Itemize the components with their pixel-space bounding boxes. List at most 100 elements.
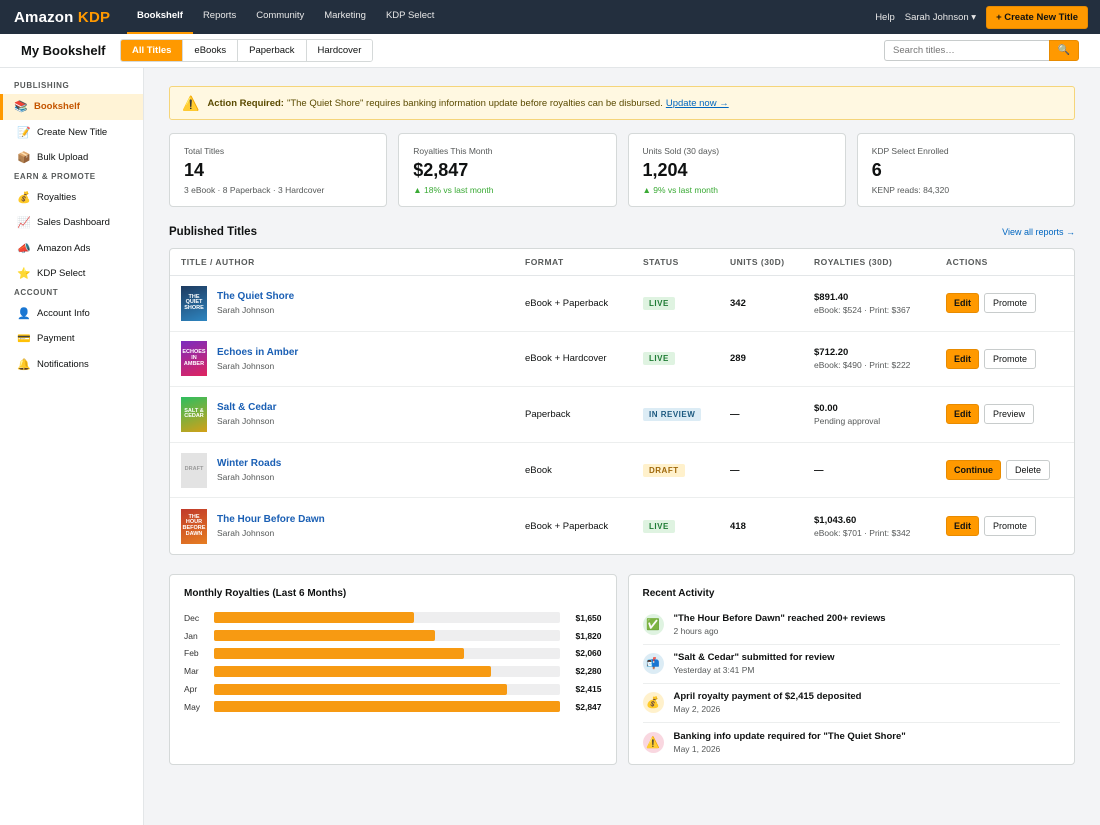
book-title-link[interactable]: The Hour Before Dawn [217, 514, 325, 526]
create-new-title-button[interactable]: + Create New Title [986, 5, 1088, 29]
promote-button[interactable]: Promote [984, 516, 1037, 537]
main-nav: Bookshelf Reports Community Marketing KD… [127, 0, 444, 34]
sidebar-item-bookshelf[interactable]: 📚 Bookshelf [0, 94, 143, 120]
stat-value: 1,204 [642, 160, 688, 180]
help-link[interactable]: Help [875, 11, 895, 23]
col-format: FORMAT [525, 257, 564, 267]
tab-all-titles[interactable]: All Titles [121, 40, 184, 61]
stat-label: Total Titles [184, 146, 225, 156]
stats-row: Total Titles 14 3 eBook · 8 Paperback · 3 … [169, 133, 1075, 207]
kdp-logo[interactable]: Amazon KDP [14, 9, 127, 26]
user-menu[interactable]: Sarah Johnson ▾ [904, 11, 977, 23]
bar-row-feb: Feb $2,060 [184, 645, 602, 663]
nav-marketing[interactable]: Marketing [324, 10, 366, 21]
alert-text: "The Quiet Shore" requires banking infor… [286, 97, 663, 109]
book-title-link[interactable]: The Quiet Shore [217, 291, 295, 303]
activity-text: "The Hour Before Dawn" reached 200+ revi… [674, 613, 886, 636]
book-cover[interactable]: THE QUIET SHORE [181, 285, 207, 321]
bar-category-label: Apr [184, 684, 198, 695]
update-now-link[interactable]: Update now → [665, 97, 729, 109]
sidebar-item-bulk-upload[interactable]: 📦 Bulk Upload [0, 145, 143, 171]
nav-reports[interactable]: Reports [202, 10, 237, 21]
bulk-upload-icon: 📦 [17, 152, 31, 165]
book-cover[interactable]: SALT & CEDAR [181, 396, 207, 432]
stat-label: Units Sold (30 days) [642, 146, 720, 156]
promote-button[interactable]: Promote [984, 293, 1037, 314]
sidebar-item-kdp-select[interactable]: ⭐ KDP Select [0, 261, 143, 287]
activity-item[interactable]: 💰 April royalty payment of $2,415 deposit… [642, 684, 1060, 723]
units-cell: 342 [730, 297, 746, 309]
book-title-link[interactable]: Echoes in Amber [217, 346, 299, 358]
activity-item[interactable]: ⚠️ Banking info update required for "The … [642, 723, 1061, 762]
col-status: STATUS [643, 257, 679, 267]
royalties-cell: $891.40 eBook: $524 · Print: $367 [814, 292, 946, 315]
delete-button[interactable]: Delete [1006, 460, 1051, 481]
activity-title: April royalty payment of $2,415 deposite… [673, 691, 862, 703]
book-author: Sarah Johnson [217, 416, 275, 427]
sidebar-item-payment[interactable]: 💳 Payment [0, 326, 143, 352]
bar-row-dec: Dec $1,650 [184, 609, 602, 627]
bar-category-label: Dec [184, 612, 200, 623]
promote-button[interactable]: Promote [984, 348, 1037, 369]
stat-subtext: ▲ 18% vs last month [413, 185, 494, 195]
status-badge: LIVE [643, 519, 675, 533]
format-cell: eBook + Hardcover [525, 353, 607, 365]
stat-subtext: KENP reads: 84,320 [871, 185, 950, 195]
book-cover[interactable]: THE HOUR BEFORE DAWN [181, 508, 207, 544]
sidebar-item-amazon-ads[interactable]: 📣 Amazon Ads [0, 236, 143, 262]
nav-bookshelf[interactable]: Bookshelf [127, 0, 193, 34]
activity-title: "The Hour Before Dawn" reached 200+ revi… [673, 613, 886, 625]
nav-kdp-select[interactable]: KDP Select [385, 10, 435, 21]
format-cell: eBook [525, 464, 552, 476]
stat-card-total-titles: Total Titles 14 3 eBook · 8 Paperback · 3 … [169, 133, 388, 207]
nav-community[interactable]: Community [256, 10, 305, 21]
bar-value-label: $2,280 [575, 666, 602, 677]
status-badge: DRAFT [643, 463, 685, 477]
royalty-breakdown: eBook: $490 · Print: $222 [814, 360, 911, 371]
chart-title: Monthly Royalties (Last 6 Months) [184, 587, 347, 599]
search-input[interactable] [884, 40, 1049, 61]
edit-button[interactable]: Edit [946, 516, 979, 537]
activity-item[interactable]: ✅ "The Hour Before Dawn" reached 200+ rev… [642, 606, 1060, 645]
stat-subtext: ▲ 9% vs last month [642, 185, 719, 195]
preview-button[interactable]: Preview [984, 404, 1035, 425]
bar-jan [213, 630, 435, 642]
sidebar-item-royalties[interactable]: 💰 Royalties [0, 185, 143, 211]
sidebar-item-label: Amazon Ads [37, 242, 91, 254]
activity-item[interactable]: 📬 "Salt & Cedar" submitted for review Yest… [642, 645, 1060, 684]
search-button[interactable]: 🔍 [1049, 40, 1079, 61]
royalty-breakdown: eBook: $701 · Print: $342 [814, 527, 911, 538]
royalty-amount: $712.20 [814, 347, 849, 359]
bar-row-mar: Mar $2,280 [184, 662, 602, 680]
col-actions: ACTIONS [946, 257, 988, 267]
edit-button[interactable]: Edit [946, 348, 979, 369]
sidebar-item-sales-dashboard[interactable]: 📈 Sales Dashboard [0, 210, 143, 236]
sidebar-item-notifications[interactable]: 🔔 Notifications [0, 352, 143, 378]
book-title-link[interactable]: Winter Roads [217, 458, 282, 470]
table-header: TITLE / AUTHOR FORMAT STATUS UNITS (30D)… [170, 249, 1074, 276]
activity-title: Banking info update required for "The Qu… [673, 730, 906, 742]
book-title-link[interactable]: Salt & Cedar [217, 402, 277, 414]
page-title: My Bookshelf [21, 43, 106, 58]
sidebar-item-create-new-title[interactable]: 📝 Create New Title [0, 120, 143, 146]
edit-button[interactable]: Edit [946, 404, 979, 425]
tab-hardcover[interactable]: Hardcover [306, 40, 373, 61]
stat-subtext: 3 eBook · 8 Paperback · 3 Hardcover [184, 185, 325, 195]
activity-list: ✅ "The Hour Before Dawn" reached 200+ rev… [642, 606, 1061, 762]
actions-cell: Edit Promote [946, 348, 1074, 369]
status-badge: LIVE [643, 352, 675, 366]
subheader: My Bookshelf All Titles eBooks Paperback… [0, 34, 1100, 68]
title-cell: DRAFT Winter Roads Sarah Johnson [181, 452, 525, 488]
actions-cell: Edit Promote [946, 293, 1074, 314]
activity-text: "Salt & Cedar" submitted for review Yeste… [674, 652, 835, 675]
amazon-ads-icon: 📣 [17, 242, 31, 255]
continue-button[interactable]: Continue [946, 460, 1001, 481]
view-all-reports-link[interactable]: View all reports → [1002, 227, 1075, 237]
sidebar-item-account-info[interactable]: 👤 Account Info [0, 301, 143, 327]
tab-ebooks[interactable]: eBooks [183, 40, 239, 61]
book-cover[interactable]: ECHOES IN AMBER [181, 341, 207, 377]
tab-paperback[interactable]: Paperback [238, 40, 307, 61]
edit-button[interactable]: Edit [946, 293, 979, 314]
activity-icon: ⚠️ [642, 731, 664, 753]
book-cover[interactable]: DRAFT [181, 452, 207, 488]
